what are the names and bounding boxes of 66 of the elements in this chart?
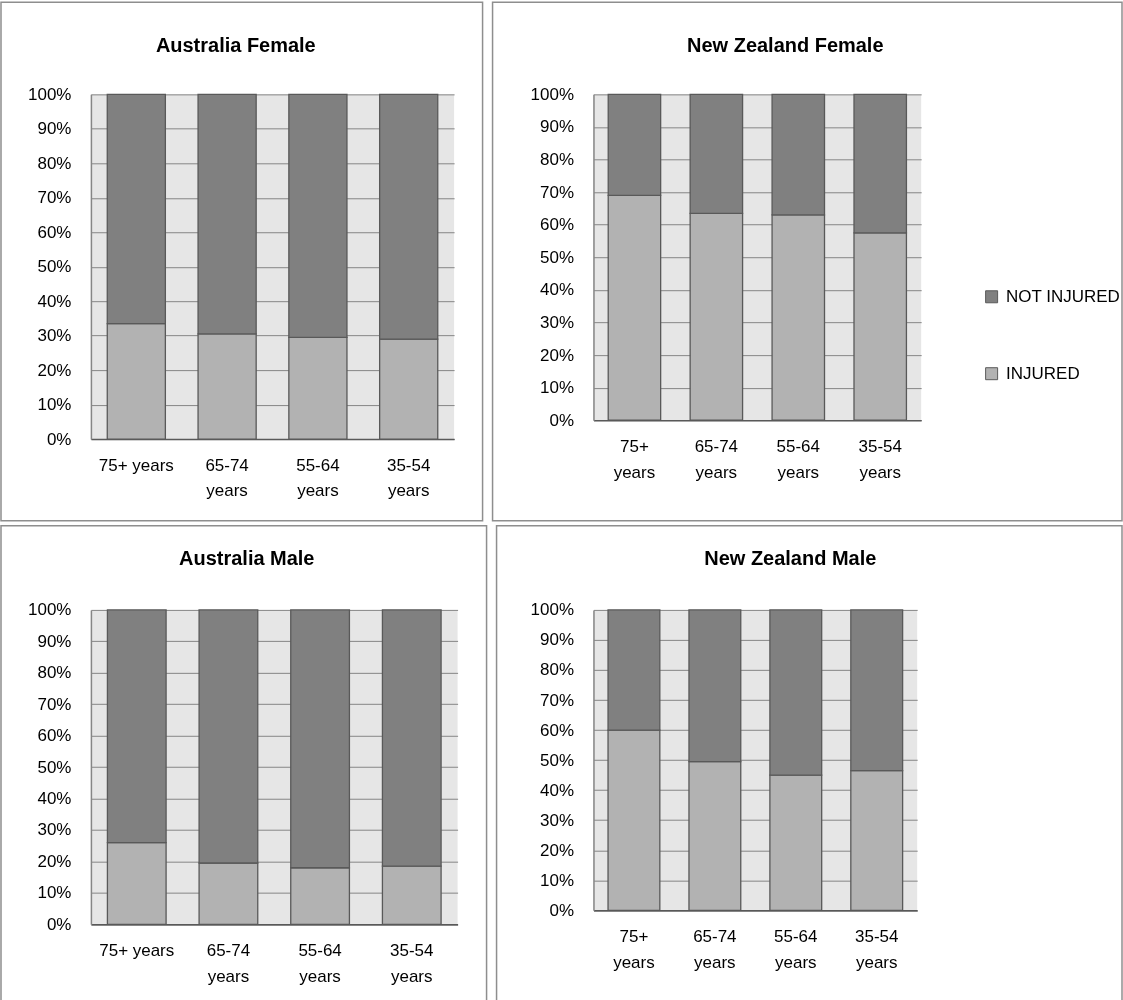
- y-tick-label: 40%: [37, 291, 72, 311]
- x-tick-label: 55-64 years: [774, 926, 818, 972]
- y-tick-label: 20%: [37, 851, 72, 871]
- chart-title: Australia Male: [179, 546, 315, 569]
- y-tick-label: 60%: [37, 222, 72, 242]
- x-tick-label: 35-54 years: [390, 940, 434, 986]
- y-tick-label: 50%: [540, 750, 574, 770]
- y-tick-label: 90%: [37, 119, 72, 139]
- y-tick-label: 100%: [28, 600, 72, 620]
- chart-title: New Zealand Male: [704, 546, 877, 569]
- x-tick-label: 65-74 years: [205, 455, 249, 501]
- x-tick-label: 75+ years: [99, 940, 175, 960]
- x-tick-label: 35-54 years: [858, 436, 902, 482]
- y-tick-label: 0%: [46, 429, 72, 449]
- x-tick-label: 65-74 years: [206, 940, 251, 986]
- y-tick-label: 80%: [37, 153, 72, 173]
- y-tick-label: 70%: [37, 188, 72, 208]
- y-tick-label: 60%: [540, 720, 574, 740]
- y-tick-label: 50%: [37, 257, 72, 277]
- y-tick-label: 40%: [540, 280, 574, 300]
- y-tick-label: 80%: [37, 663, 72, 683]
- y-tick-label: 50%: [37, 757, 72, 777]
- y-tick-label: 10%: [540, 870, 574, 890]
- x-tick-label: 55-64 years: [296, 455, 340, 501]
- y-tick-label: 80%: [540, 150, 574, 170]
- y-tick-label: 20%: [540, 345, 574, 365]
- y-tick-label: 70%: [540, 182, 574, 202]
- x-tick-label: 75+ years: [613, 436, 656, 482]
- y-tick-label: 40%: [540, 780, 574, 800]
- y-tick-label: 100%: [530, 84, 574, 104]
- x-tick-label: 65-74 years: [694, 436, 739, 482]
- y-tick-label: 50%: [540, 247, 574, 267]
- x-tick-label: 55-64 years: [298, 940, 342, 986]
- chart-title: Australia Female: [155, 34, 316, 57]
- y-tick-label: 90%: [540, 630, 574, 650]
- y-tick-label: 10%: [540, 378, 574, 398]
- legend-label: NOT INJURED: [1006, 286, 1120, 306]
- y-tick-label: 0%: [46, 914, 72, 934]
- y-tick-label: 20%: [37, 360, 72, 380]
- x-tick-label: 75+ years: [613, 926, 655, 972]
- y-tick-label: 30%: [37, 820, 72, 840]
- x-tick-label: 75+ years: [98, 455, 174, 475]
- y-tick-label: 30%: [540, 312, 574, 332]
- y-tick-label: 40%: [37, 789, 72, 809]
- chart-title: New Zealand Female: [687, 34, 884, 57]
- x-tick-label: 65-74 years: [693, 926, 737, 972]
- x-tick-label: 35-54 years: [855, 926, 899, 972]
- y-tick-label: 90%: [37, 631, 72, 651]
- legend-label: INJURED: [1006, 363, 1080, 383]
- y-tick-label: 70%: [37, 694, 72, 714]
- y-tick-label: 90%: [540, 117, 574, 137]
- y-tick-label: 60%: [37, 726, 72, 746]
- y-tick-label: 70%: [540, 690, 574, 710]
- y-tick-label: 30%: [37, 326, 72, 346]
- y-tick-label: 10%: [37, 883, 72, 903]
- y-tick-label: 0%: [549, 900, 574, 920]
- y-tick-label: 100%: [28, 84, 72, 104]
- y-tick-label: 60%: [540, 215, 574, 235]
- y-tick-label: 80%: [540, 660, 574, 680]
- y-tick-label: 20%: [540, 840, 574, 860]
- x-tick-label: 55-64 years: [776, 436, 820, 482]
- y-tick-label: 30%: [540, 810, 574, 830]
- x-tick-label: 35-54 years: [387, 455, 431, 501]
- y-tick-label: 0%: [549, 410, 574, 430]
- y-tick-label: 10%: [37, 395, 72, 415]
- y-tick-label: 100%: [530, 600, 574, 620]
